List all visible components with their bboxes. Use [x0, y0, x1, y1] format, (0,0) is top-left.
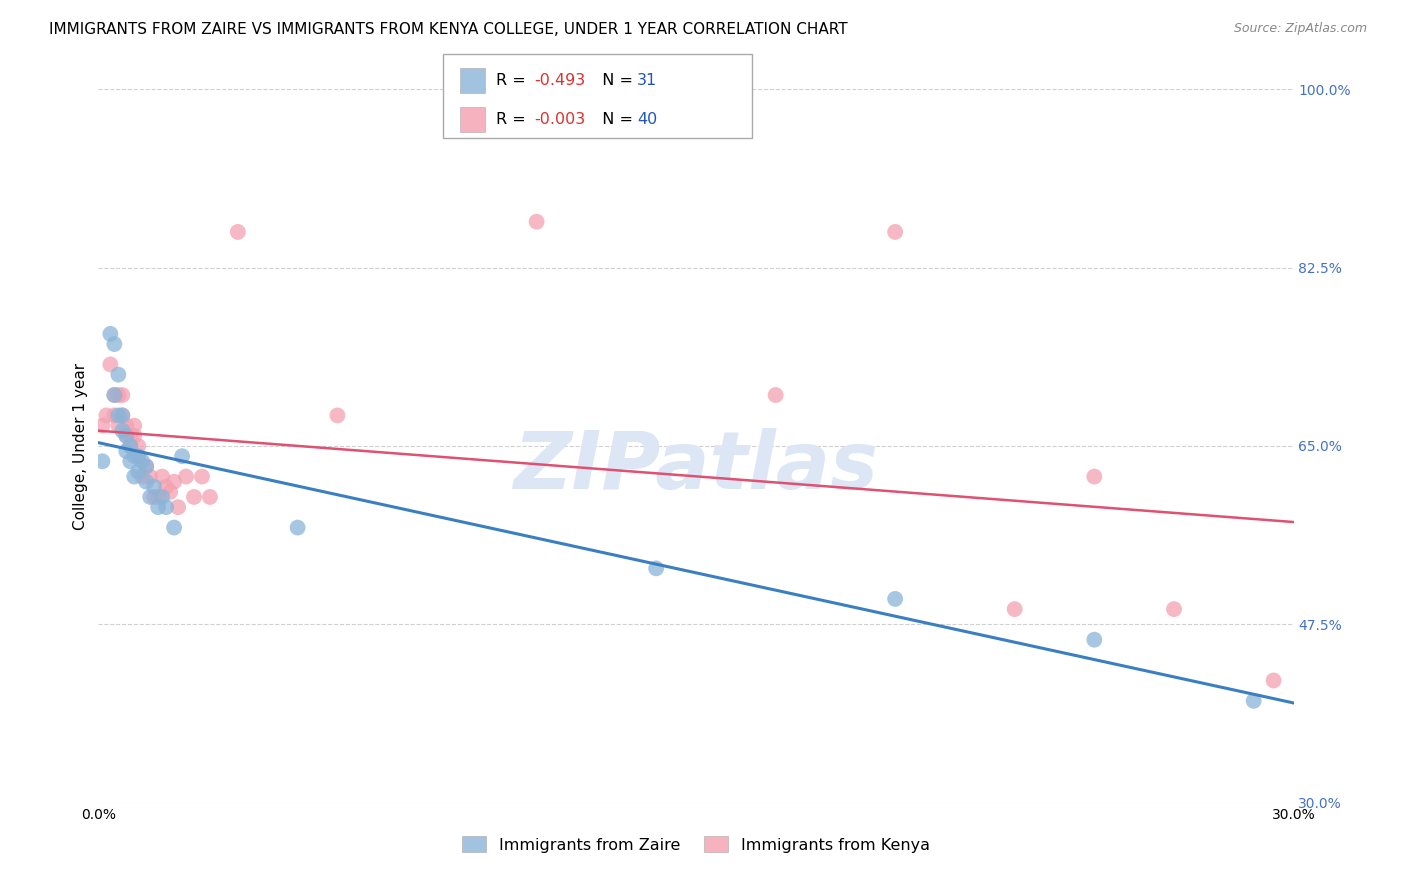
- Point: [120, 439, 142, 453]
- Text: R =: R =: [496, 73, 531, 88]
- Point: [163, 475, 186, 489]
- Text: R =: R =: [496, 112, 531, 128]
- Text: IMMIGRANTS FROM ZAIRE VS IMMIGRANTS FROM KENYA COLLEGE, UNDER 1 YEAR CORRELATION: IMMIGRANTS FROM ZAIRE VS IMMIGRANTS FROM…: [49, 22, 848, 37]
- Text: N =: N =: [592, 112, 638, 128]
- Point: [1083, 632, 1105, 647]
- Point: [884, 591, 907, 606]
- Point: [124, 429, 146, 443]
- Point: [96, 409, 118, 423]
- Point: [127, 465, 149, 479]
- Point: [107, 388, 129, 402]
- Point: [115, 429, 138, 443]
- Y-axis label: College, Under 1 year: College, Under 1 year: [73, 362, 89, 530]
- Point: [111, 409, 134, 423]
- Point: [198, 490, 221, 504]
- Point: [143, 480, 166, 494]
- Point: [155, 500, 177, 515]
- Point: [135, 475, 157, 489]
- Point: [111, 424, 134, 438]
- Point: [1083, 469, 1105, 483]
- Point: [127, 449, 149, 463]
- Point: [139, 469, 162, 483]
- Text: ZIPatlas: ZIPatlas: [513, 428, 879, 507]
- Point: [103, 388, 125, 402]
- Point: [135, 459, 157, 474]
- Text: 40: 40: [637, 112, 657, 128]
- Point: [135, 459, 157, 474]
- Point: [167, 500, 190, 515]
- Point: [115, 444, 138, 458]
- Point: [183, 490, 205, 504]
- Point: [103, 337, 125, 351]
- Point: [120, 429, 142, 443]
- Point: [124, 469, 146, 483]
- Point: [115, 429, 138, 443]
- Point: [107, 409, 129, 423]
- Point: [91, 418, 114, 433]
- Point: [172, 449, 194, 463]
- Point: [174, 469, 197, 483]
- Point: [326, 409, 349, 423]
- Text: Source: ZipAtlas.com: Source: ZipAtlas.com: [1233, 22, 1367, 36]
- Point: [91, 454, 114, 468]
- Point: [226, 225, 249, 239]
- Point: [526, 215, 548, 229]
- Point: [120, 439, 142, 453]
- Point: [115, 418, 138, 433]
- Point: [103, 409, 125, 423]
- Point: [1004, 602, 1026, 616]
- Point: [1163, 602, 1185, 616]
- Point: [107, 418, 129, 433]
- Point: [191, 469, 214, 483]
- Point: [131, 454, 153, 468]
- Point: [1263, 673, 1285, 688]
- Point: [139, 490, 162, 504]
- Text: 31: 31: [637, 73, 657, 88]
- Point: [148, 500, 170, 515]
- Point: [645, 561, 668, 575]
- Point: [124, 418, 146, 433]
- Point: [111, 388, 134, 402]
- Point: [155, 480, 177, 494]
- Text: -0.003: -0.003: [534, 112, 585, 128]
- Point: [163, 520, 186, 534]
- Legend: Immigrants from Zaire, Immigrants from Kenya: Immigrants from Zaire, Immigrants from K…: [456, 830, 936, 859]
- Point: [98, 326, 122, 341]
- Point: [287, 520, 309, 534]
- Point: [111, 409, 134, 423]
- Point: [150, 469, 173, 483]
- Point: [150, 490, 173, 504]
- Point: [884, 225, 907, 239]
- Point: [98, 358, 122, 372]
- Point: [143, 490, 166, 504]
- Point: [107, 368, 129, 382]
- Point: [124, 449, 146, 463]
- Point: [765, 388, 787, 402]
- Point: [103, 388, 125, 402]
- Point: [159, 484, 181, 499]
- Point: [127, 449, 149, 463]
- Point: [148, 490, 170, 504]
- Point: [131, 469, 153, 483]
- Point: [1243, 694, 1265, 708]
- Point: [120, 454, 142, 468]
- Point: [127, 439, 149, 453]
- Text: N =: N =: [592, 73, 638, 88]
- Text: -0.493: -0.493: [534, 73, 585, 88]
